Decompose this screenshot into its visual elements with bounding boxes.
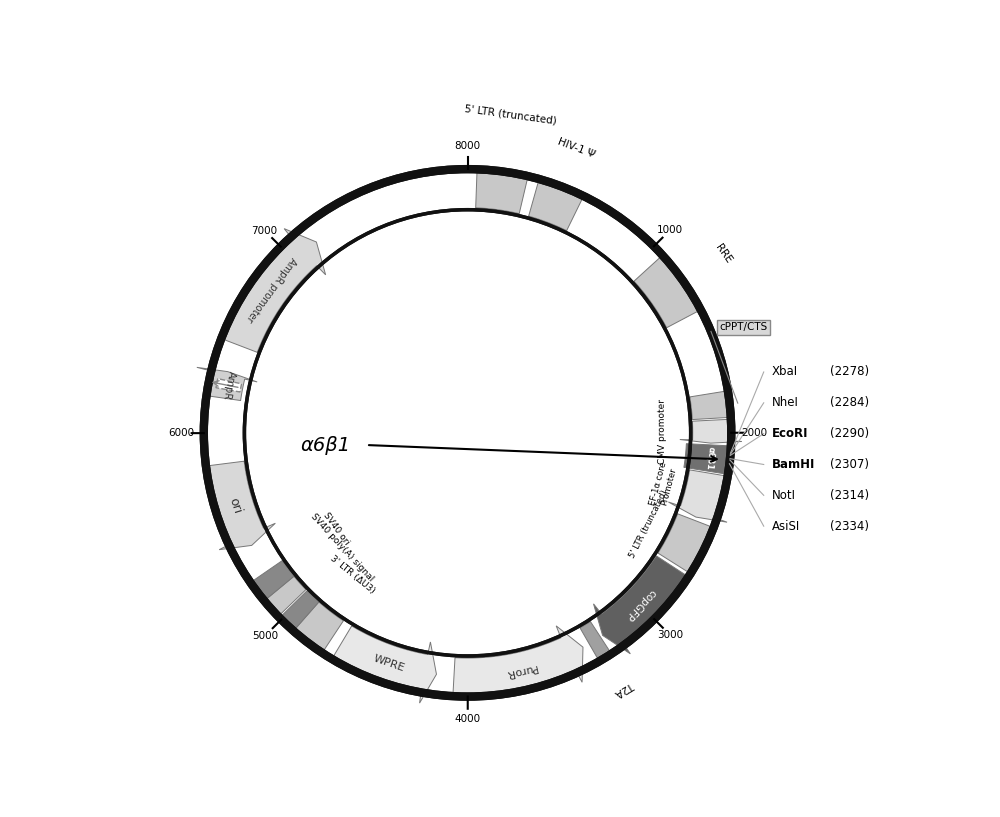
Text: 8000: 8000 [454,141,481,151]
Polygon shape [252,560,294,600]
Text: WPRE: WPRE [372,653,406,673]
Text: CMV promoter: CMV promoter [658,400,667,464]
Text: RRE: RRE [713,242,733,265]
Text: NotI: NotI [772,489,796,502]
Text: α6β1: α6β1 [300,435,351,454]
Polygon shape [208,461,275,550]
Text: AmpR promoter: AmpR promoter [244,255,298,323]
Text: (2307): (2307) [830,458,869,471]
Text: EcoRI: EcoRI [772,427,808,440]
Polygon shape [684,444,735,475]
Text: HIV-1 Ψ: HIV-1 Ψ [556,137,596,160]
Text: 3' LTR (ΔU3): 3' LTR (ΔU3) [328,553,376,595]
Text: (2334): (2334) [830,520,869,533]
Text: 7000: 7000 [252,225,278,235]
Text: PuroR: PuroR [504,662,537,679]
Polygon shape [690,391,729,420]
Text: NheI: NheI [772,396,799,409]
Text: 4000: 4000 [455,714,481,725]
Polygon shape [266,576,306,615]
Text: XbaI: XbaI [772,365,798,378]
Circle shape [244,210,691,656]
Polygon shape [668,470,727,522]
Polygon shape [333,626,436,703]
Polygon shape [634,257,699,328]
Polygon shape [223,229,326,352]
Text: SV40 ori: SV40 ori [322,511,352,547]
Text: (2284): (2284) [830,396,869,409]
Text: 5000: 5000 [252,631,278,641]
Text: (2290): (2290) [830,427,869,440]
Text: (2314): (2314) [830,489,869,502]
Polygon shape [295,602,343,651]
Polygon shape [529,181,583,230]
Text: 1000: 1000 [657,225,683,235]
Text: BamHI: BamHI [772,458,815,471]
Polygon shape [680,419,742,443]
Circle shape [204,169,731,697]
Text: 5' LTR (truncated): 5' LTR (truncated) [628,489,670,560]
Polygon shape [594,556,687,654]
Circle shape [205,170,730,695]
Polygon shape [281,591,319,629]
Text: copGFP: copGFP [623,587,658,622]
Text: AsiSI: AsiSI [772,520,800,533]
Polygon shape [453,626,583,694]
Polygon shape [216,378,242,392]
Text: SV40 poly(A) signal: SV40 poly(A) signal [309,512,375,583]
Text: AmpR: AmpR [221,370,237,401]
Text: 5' LTR (truncated): 5' LTR (truncated) [464,104,557,127]
Text: ori: ori [227,496,244,516]
Text: 3000: 3000 [657,630,683,641]
Polygon shape [476,172,528,214]
Text: EF-1α core
Promoter: EF-1α core Promoter [648,461,679,509]
Text: T2A: T2A [613,679,636,699]
Polygon shape [658,514,712,573]
Text: (2278): (2278) [830,365,869,378]
Polygon shape [580,622,610,659]
Text: 2000: 2000 [741,428,767,438]
Polygon shape [197,368,257,400]
Text: cPPT/CTS: cPPT/CTS [719,323,768,333]
Text: α6β1: α6β1 [704,446,715,471]
Text: 6000: 6000 [168,428,194,438]
